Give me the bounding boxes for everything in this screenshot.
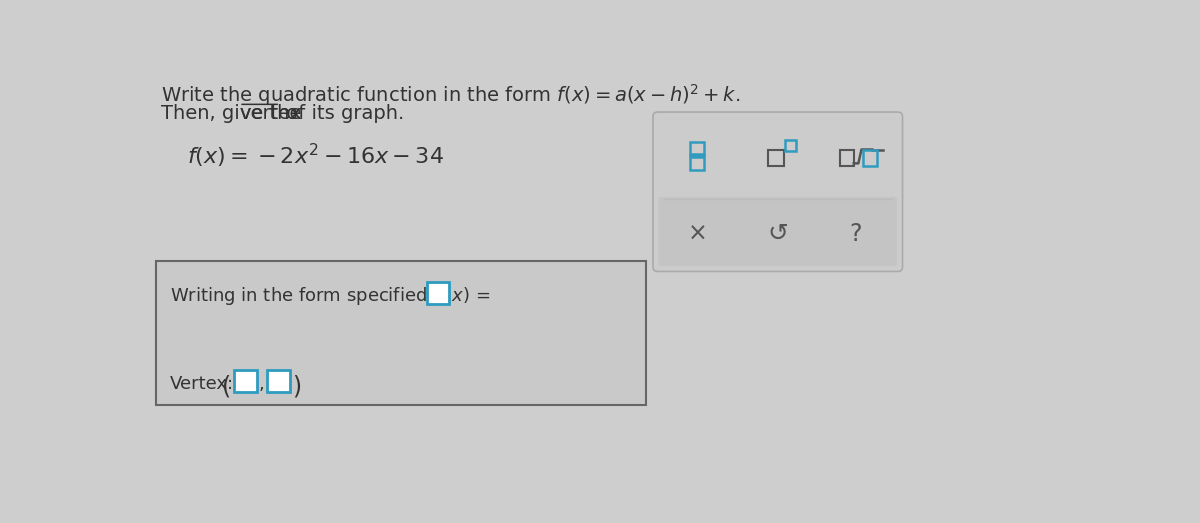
Text: Writing in the form specified: $f(x)$ =: Writing in the form specified: $f(x)$ =: [170, 285, 491, 308]
Text: Vertex:: Vertex:: [170, 374, 234, 393]
Text: $f(x) = -2x^2 - 16x - 34$: $f(x) = -2x^2 - 16x - 34$: [187, 142, 444, 170]
Text: Then, give the: Then, give the: [161, 104, 307, 122]
FancyBboxPatch shape: [659, 197, 898, 266]
Text: ,: ,: [258, 374, 264, 393]
Text: Write the quadratic function in the form $f(x) = a(x-h)^2+k$.: Write the quadratic function in the form…: [161, 82, 740, 108]
FancyBboxPatch shape: [234, 370, 257, 392]
FancyBboxPatch shape: [653, 112, 902, 271]
Text: ?: ?: [850, 222, 862, 246]
Text: vertex: vertex: [239, 104, 301, 122]
Text: ↺: ↺: [767, 222, 788, 246]
Text: (: (: [222, 374, 232, 399]
FancyBboxPatch shape: [268, 370, 290, 392]
Text: ): ): [292, 374, 301, 399]
Text: of its graph.: of its graph.: [281, 104, 404, 122]
Text: ×: ×: [688, 222, 708, 246]
FancyBboxPatch shape: [156, 260, 646, 405]
FancyBboxPatch shape: [427, 282, 449, 304]
